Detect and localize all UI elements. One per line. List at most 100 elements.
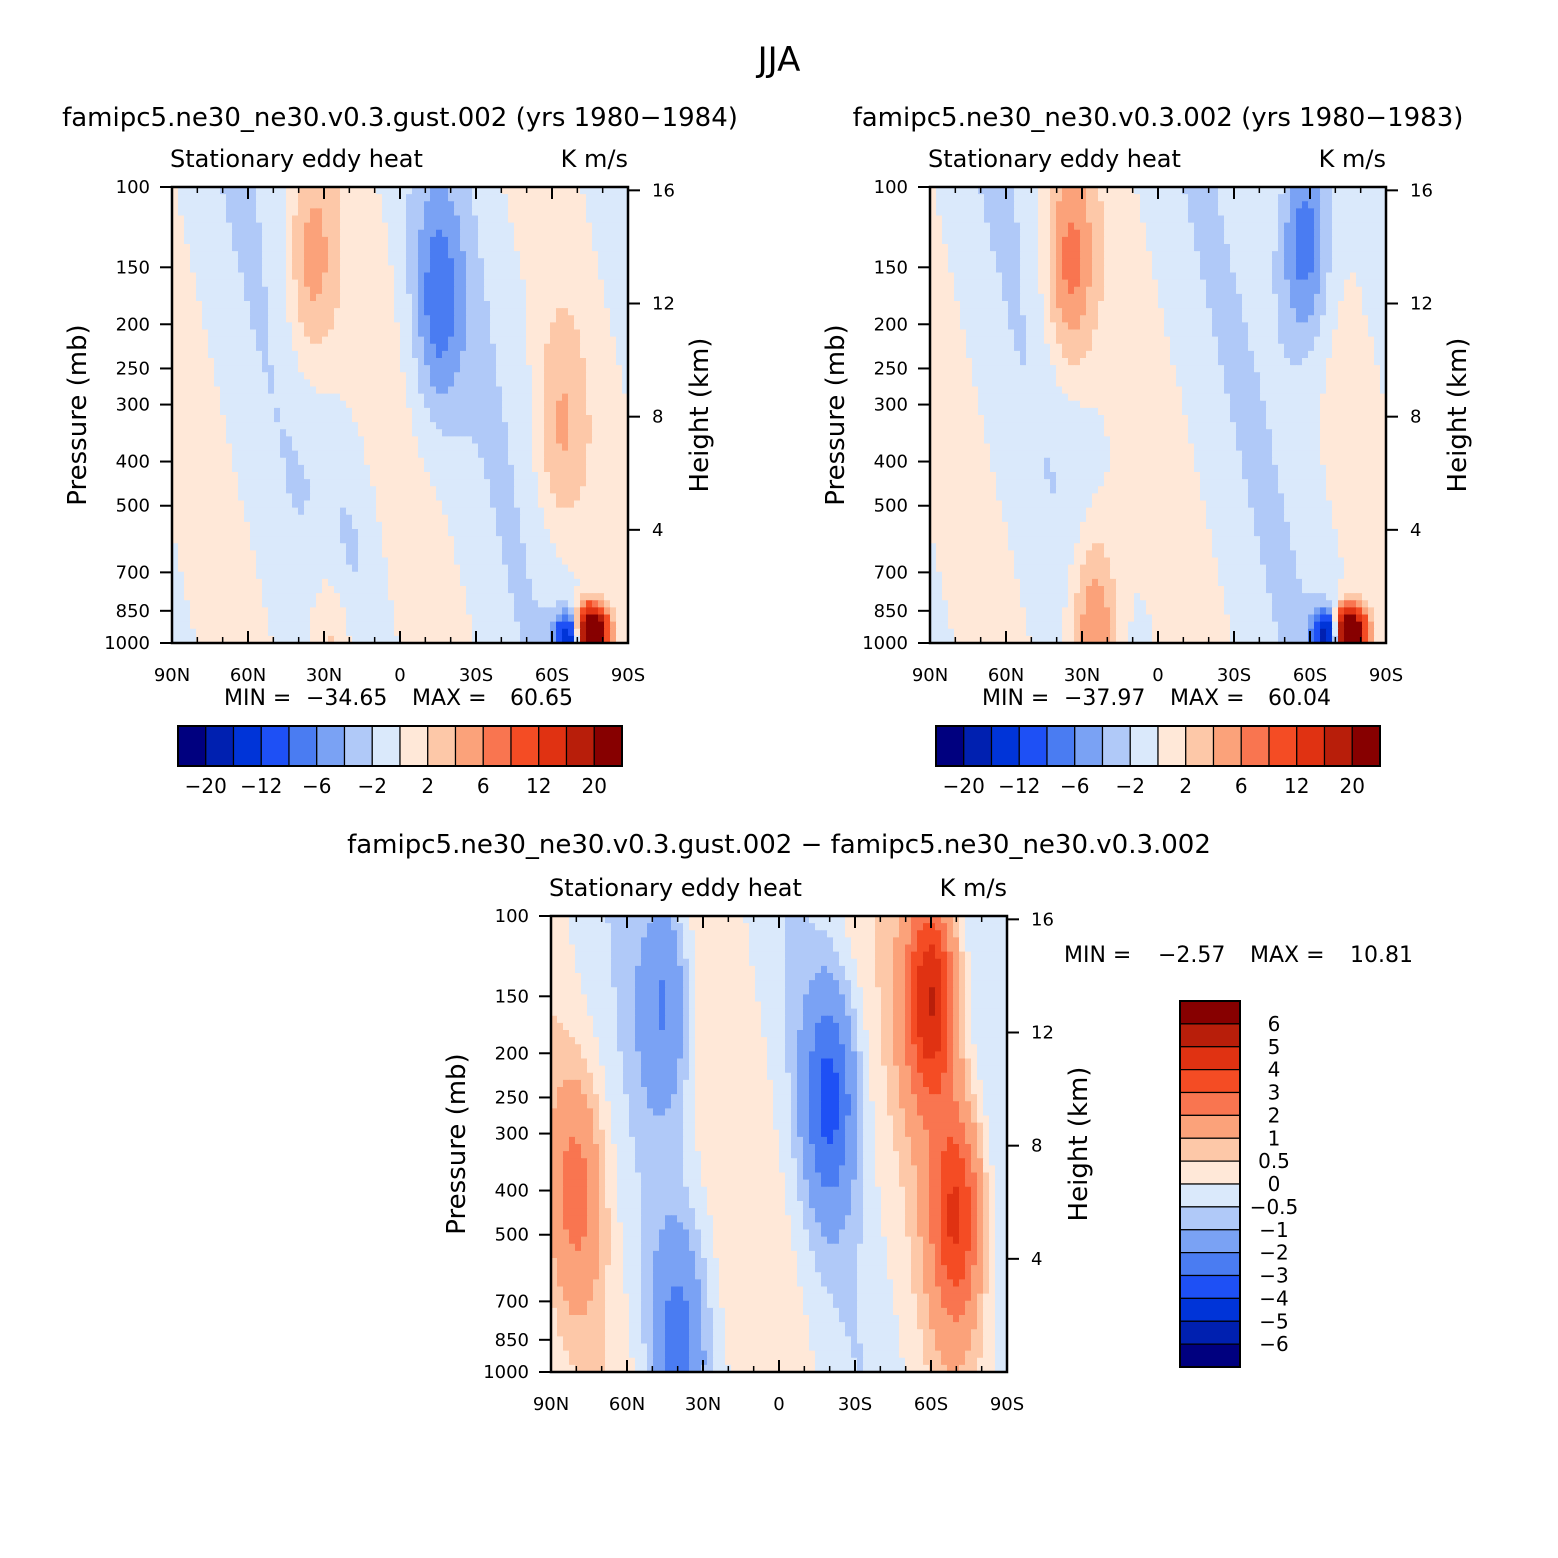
- contour-cell: [292, 258, 299, 266]
- contour-cell: [604, 529, 611, 537]
- contour-cell: [232, 436, 239, 445]
- contour-cell: [454, 422, 461, 430]
- contour-cell: [424, 536, 431, 544]
- contour-cell: [280, 293, 287, 302]
- contour-cell: [232, 529, 239, 537]
- contour-cell: [520, 429, 527, 437]
- contour-cell: [352, 400, 359, 409]
- contour-cell: [286, 407, 293, 416]
- contour-cell: [178, 336, 185, 345]
- contour-cell: [184, 621, 191, 630]
- contour-cell: [256, 251, 263, 259]
- contour-cell: [280, 308, 287, 316]
- contour-cell: [496, 236, 503, 245]
- contour-cell: [496, 628, 503, 637]
- contour-cell: [184, 514, 191, 523]
- contour-cell: [328, 443, 335, 452]
- contour-cell: [244, 308, 251, 316]
- contour-cell: [508, 379, 515, 388]
- contour-cell: [370, 635, 377, 644]
- contour-cell: [502, 393, 509, 402]
- contour-cell: [328, 621, 335, 630]
- contour-cell: [280, 244, 287, 252]
- contour-cell: [364, 443, 371, 452]
- contour-cell: [490, 222, 497, 231]
- contour-cell: [508, 279, 515, 288]
- contour-cell: [184, 208, 191, 217]
- contour-cell: [418, 244, 425, 252]
- contour-cell: [418, 479, 425, 487]
- contour-cell: [580, 358, 587, 366]
- contour-cell: [484, 614, 491, 623]
- contour-cell: [424, 215, 431, 224]
- contour-cell: [238, 258, 245, 266]
- contour-cell: [412, 315, 419, 323]
- contour-cell: [436, 614, 443, 623]
- contour-cell: [448, 222, 455, 231]
- contour-cell: [238, 265, 245, 274]
- contour-cell: [202, 536, 209, 544]
- contour-cell: [550, 322, 557, 331]
- contour-cell: [256, 208, 263, 217]
- contour-cell: [496, 607, 503, 616]
- contour-cell: [496, 514, 503, 523]
- contour-cell: [322, 194, 329, 202]
- contour-cell: [322, 571, 329, 580]
- contour-cell: [496, 550, 503, 559]
- contour-cell: [322, 443, 329, 452]
- contour-cell: [394, 443, 401, 452]
- contour-cell: [400, 486, 407, 494]
- contour-cell: [502, 550, 509, 559]
- contour-cell: [424, 443, 431, 452]
- contour-cell: [250, 415, 257, 423]
- contour-cell: [352, 479, 359, 487]
- contour-cell: [280, 450, 287, 459]
- contour-cell: [244, 350, 251, 359]
- contour-cell: [538, 372, 545, 380]
- contour-cell: [244, 301, 251, 309]
- contour-cell: [580, 578, 587, 587]
- contour-cell: [268, 372, 275, 380]
- contour-cell: [460, 350, 467, 359]
- contour-cell: [430, 286, 437, 295]
- contour-cell: [406, 500, 413, 509]
- contour-cell: [190, 194, 197, 202]
- contour-cell: [568, 286, 575, 295]
- contour-cell: [580, 593, 587, 601]
- contour-cell: [346, 407, 353, 416]
- contour-cell: [616, 557, 623, 566]
- contour-cell: [460, 222, 467, 231]
- x-axis: 90N 60N 30N 0 30S 60S 90S: [154, 187, 645, 686]
- contour-cell: [268, 621, 275, 630]
- contour-cell: [568, 251, 575, 259]
- contour-cell: [478, 215, 485, 224]
- contour-cell: [208, 400, 215, 409]
- contour-cell: [520, 286, 527, 295]
- contour-cell: [568, 529, 575, 537]
- contour-cell: [436, 350, 443, 359]
- contour-cell: [598, 415, 605, 423]
- contour-cell: [430, 343, 437, 352]
- contour-cell: [358, 422, 365, 430]
- contour-cell: [280, 350, 287, 359]
- contour-cell: [304, 358, 311, 366]
- contour-cell: [172, 386, 179, 395]
- contour-cell: [544, 571, 551, 580]
- contour-cell: [436, 635, 443, 644]
- contour-cell: [310, 379, 317, 388]
- contour-cell: [508, 429, 515, 437]
- contour-cell: [544, 293, 551, 302]
- contour-cell: [562, 450, 569, 459]
- contour-cell: [370, 479, 377, 487]
- contour-cell: [418, 236, 425, 245]
- contour-cell: [286, 358, 293, 366]
- contour-cell: [466, 215, 473, 224]
- contour-cell: [298, 393, 305, 402]
- contour-cell: [268, 415, 275, 423]
- contour-cell: [424, 365, 431, 373]
- contour-cell: [292, 194, 299, 202]
- contour-cell: [262, 365, 269, 373]
- contour-cell: [538, 536, 545, 544]
- contour-cell: [490, 422, 497, 430]
- contour-cell: [208, 358, 215, 366]
